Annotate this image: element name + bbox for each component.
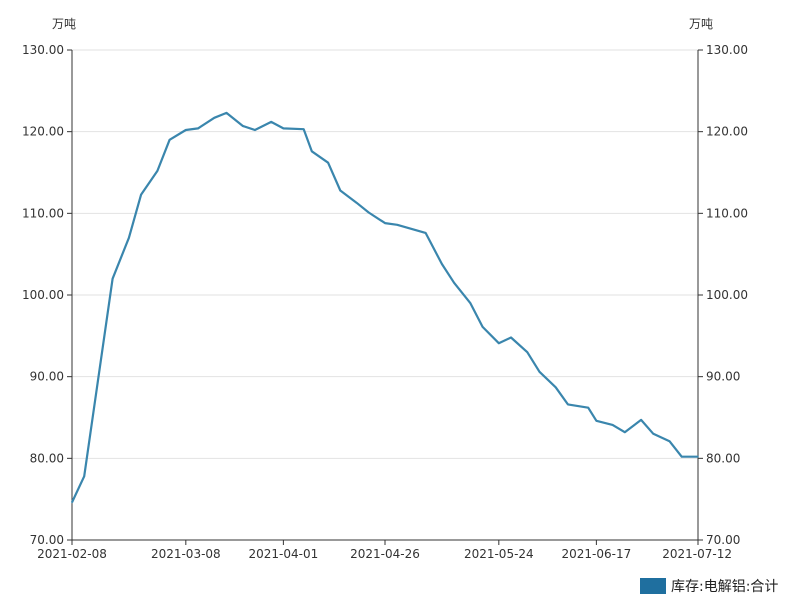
tick-labels: 130.00 130.00 120.00 120.00 110.00 110.00 100.… bbox=[22, 43, 748, 561]
y-axis-unit-left: 万吨 bbox=[52, 17, 76, 31]
y-tick-label-right: 120.00 bbox=[706, 125, 748, 139]
data-point bbox=[498, 342, 500, 344]
data-point bbox=[282, 127, 285, 130]
x-tick-label: 2021-05-24 bbox=[464, 547, 534, 561]
data-point bbox=[587, 406, 590, 409]
y-tick-label-right: 90.00 bbox=[706, 370, 740, 384]
data-point bbox=[71, 501, 73, 504]
data-point bbox=[526, 351, 529, 353]
data-point bbox=[302, 128, 305, 131]
data-point bbox=[185, 129, 187, 131]
data-point bbox=[424, 232, 427, 234]
data-point bbox=[225, 112, 228, 114]
data-point bbox=[367, 211, 370, 214]
data-point bbox=[680, 455, 683, 458]
y-tick-label-right: 130.00 bbox=[706, 43, 748, 57]
x-tick-label: 2021-07-12 bbox=[662, 547, 732, 561]
data-point bbox=[640, 419, 642, 421]
y-tick-label-left: 70.00 bbox=[30, 533, 64, 547]
data-point bbox=[197, 127, 199, 130]
data-point bbox=[481, 326, 484, 328]
y-tick-label-right: 100.00 bbox=[706, 288, 748, 302]
series-layer bbox=[71, 111, 699, 504]
x-tick-label: 2021-06-17 bbox=[562, 547, 632, 561]
y-tick-label-left: 100.00 bbox=[22, 288, 64, 302]
data-point bbox=[168, 139, 171, 141]
x-tick-label: 2021-04-26 bbox=[350, 547, 420, 561]
x-tick-label: 2021-03-08 bbox=[151, 547, 221, 561]
data-point bbox=[111, 277, 114, 280]
legend-label: 库存:电解铝:合计 bbox=[671, 579, 778, 595]
data-point bbox=[611, 424, 614, 426]
data-point bbox=[83, 475, 85, 478]
data-point bbox=[510, 336, 512, 339]
data-point bbox=[327, 161, 329, 164]
data-point bbox=[140, 193, 142, 196]
data-point bbox=[668, 440, 671, 442]
data-point bbox=[355, 201, 358, 204]
y-tick-label-right: 110.00 bbox=[706, 206, 748, 220]
data-point bbox=[624, 431, 626, 434]
data-point bbox=[156, 170, 159, 172]
y-tick-label-left: 90.00 bbox=[30, 370, 64, 384]
x-tick-label: 2021-02-08 bbox=[37, 547, 107, 561]
data-point bbox=[652, 433, 655, 435]
data-point bbox=[469, 302, 472, 304]
grid-lines bbox=[72, 49, 698, 459]
y-axis-unit-right: 万吨 bbox=[689, 17, 713, 31]
axes bbox=[67, 49, 703, 545]
data-point bbox=[311, 150, 313, 153]
data-point bbox=[441, 263, 443, 265]
data-point bbox=[339, 189, 342, 192]
y-tick-label-right: 80.00 bbox=[706, 451, 740, 465]
data-point bbox=[396, 223, 398, 226]
data-point bbox=[567, 403, 569, 406]
y-tick-label-left: 130.00 bbox=[22, 43, 64, 57]
data-point bbox=[241, 125, 244, 127]
y-tick-label-left: 120.00 bbox=[22, 125, 64, 139]
data-point bbox=[538, 370, 541, 373]
data-point bbox=[697, 455, 699, 458]
data-point bbox=[384, 222, 386, 224]
data-point bbox=[270, 121, 272, 123]
series-line bbox=[71, 111, 698, 503]
data-point bbox=[554, 386, 557, 389]
y-tick-label-left: 80.00 bbox=[30, 451, 64, 465]
data-point bbox=[128, 237, 130, 239]
x-tick-label: 2021-04-01 bbox=[249, 547, 319, 561]
legend-swatch bbox=[640, 578, 666, 594]
y-tick-label-right: 70.00 bbox=[706, 533, 740, 547]
y-tick-label-left: 110.00 bbox=[22, 206, 64, 220]
data-point bbox=[595, 419, 598, 422]
legend[interactable]: 库存:电解铝:合计 bbox=[640, 578, 778, 595]
data-point bbox=[254, 129, 256, 131]
data-point bbox=[453, 281, 455, 284]
data-point bbox=[213, 116, 216, 119]
